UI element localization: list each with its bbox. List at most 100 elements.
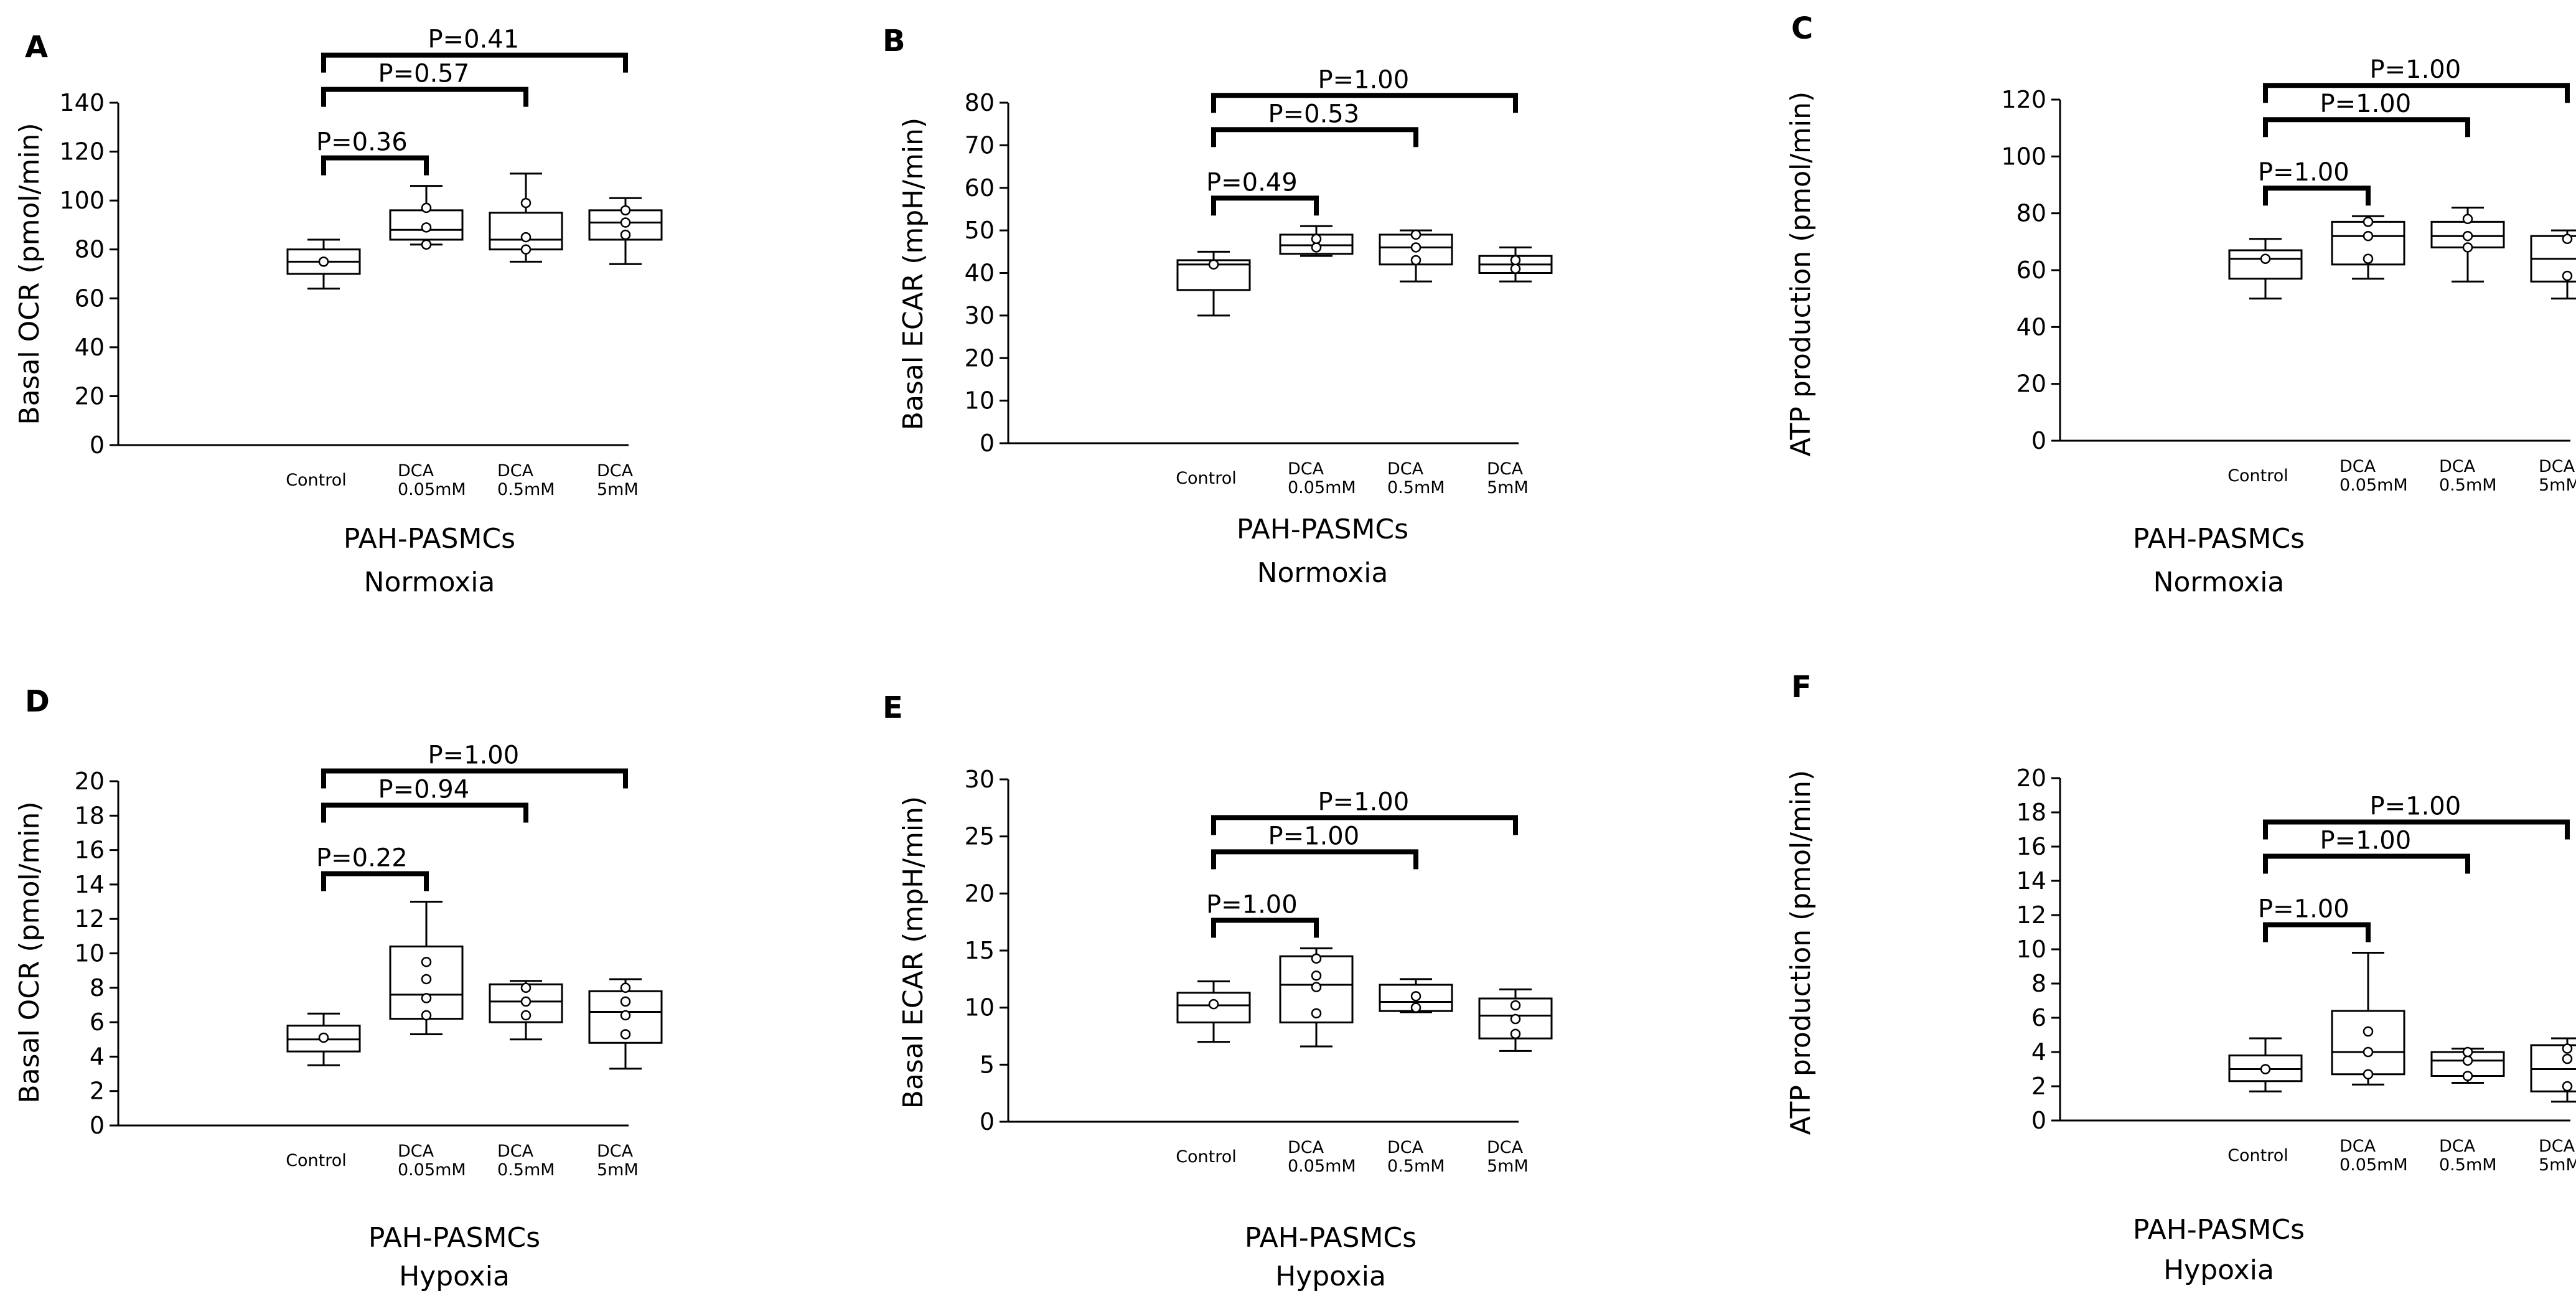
data-point [1510,263,1521,274]
y-tick-label: 10 [2016,936,2046,963]
data-point [2562,233,2573,245]
data-point [1208,998,1219,1010]
category-label: 5mM [2539,476,2576,495]
data-point [421,993,432,1003]
significance-bracket: P=1.00 [2258,895,2371,942]
category-label: DCA [1387,1138,1424,1157]
data-point [1410,242,1421,253]
box-3 [489,980,563,1041]
p-value-label: P=1.00 [1318,65,1410,94]
data-point [620,217,631,228]
bracket-line [1211,918,1319,938]
box-4 [588,978,663,1070]
data-point [2363,1069,2374,1079]
y-axis-label: Basal OCR (pmol/min) [14,801,45,1103]
data-point [2260,253,2271,264]
y-tick-label: 20 [965,344,995,372]
panel-caption: PAH-PASMCs [344,523,515,555]
data-point [2363,230,2374,242]
data-point [520,244,532,255]
data-point [2363,1026,2374,1037]
box-4 [1478,988,1553,1052]
y-axis-label: ATP production (pmol/min) [1785,770,1817,1135]
significance-bracket: P=0.94 [321,776,528,823]
bracket-line [321,802,528,823]
category-label: DCA [1288,1138,1324,1157]
bracket-line [2263,819,2570,840]
y-tick-label: 20 [75,382,105,410]
box-1 [1176,980,1251,1043]
p-value-label: P=1.00 [2258,895,2349,924]
y-tick-label: 40 [75,334,105,361]
y-tick-label: 120 [2001,86,2046,113]
data-point [1410,229,1421,240]
category-label: Control [286,1151,347,1170]
p-value-label: P=1.00 [2370,55,2461,84]
y-tick-label: 10 [965,387,995,415]
y-tick-label: 4 [2031,1038,2046,1066]
data-point [1510,1000,1521,1011]
panel-caption: Hypoxia [1275,1261,1386,1292]
bracket-line [321,155,429,176]
data-point [318,1032,329,1043]
box-3 [489,172,563,263]
y-tick-label: 2 [90,1078,105,1105]
category-label: DCA [497,1142,534,1161]
category-label: 5mM [1487,1157,1529,1176]
data-point [1510,1028,1521,1040]
category-label: 0.05mM [2339,476,2408,495]
significance-bracket: P=0.53 [1211,100,1418,148]
significance-bracket: P=1.00 [1211,787,1518,835]
bracket-line [2263,83,2570,103]
category-label: DCA [2439,1137,2476,1156]
category-label: Control [2227,1146,2288,1165]
significance-bracket: P=0.49 [1206,168,1319,216]
y-tick-label: 60 [75,284,105,312]
data-point [421,974,432,985]
panel-letter: E [883,690,903,725]
box-4 [2530,229,2576,300]
data-point [620,205,631,216]
data-point [1311,1008,1322,1019]
y-tick-label: 4 [90,1043,105,1070]
data-point [2363,253,2374,264]
data-point [1208,259,1219,270]
box-4 [1478,246,1553,283]
box-1 [2228,238,2303,300]
y-tick-label: 120 [59,138,105,166]
y-tick-label: 14 [75,871,105,898]
data-point [1311,982,1322,992]
bracket-line [1211,93,1518,113]
bracket-line [1211,127,1418,148]
y-axis-label: ATP production (pmol/min) [1785,92,1817,456]
category-label: DCA [398,1142,434,1161]
data-point [2260,1064,2271,1074]
category-label: DCA [597,1142,634,1161]
data-point [620,982,631,994]
box-2 [389,185,464,250]
data-point [2363,217,2374,227]
panel-letter: A [25,30,48,65]
significance-bracket: P=0.41 [321,26,628,73]
category-label: 0.5mM [2439,476,2497,495]
bracket-line [321,87,528,107]
y-tick-label: 30 [965,766,995,793]
panel-letter: B [883,24,906,59]
panel-caption: Normoxia [1257,557,1389,589]
p-value-label: P=1.00 [2320,827,2412,855]
y-tick-label: 0 [980,1108,995,1135]
data-point [2462,1046,2473,1058]
y-tick-label: 80 [75,236,105,263]
category-label: 0.05mM [398,1160,466,1180]
p-value-label: P=1.00 [2320,90,2412,118]
category-label: Control [286,471,347,490]
y-tick-label: 5 [980,1051,995,1078]
y-tick-label: 0 [980,430,995,457]
y-tick-label: 8 [90,974,105,1002]
significance-bracket: P=1.00 [2263,55,2570,103]
panel-caption: Normoxia [364,566,495,598]
box-2 [1279,947,1354,1048]
category-label: 0.5mM [2439,1155,2497,1175]
data-point [1510,1013,1521,1025]
y-tick-label: 12 [2016,901,2046,929]
